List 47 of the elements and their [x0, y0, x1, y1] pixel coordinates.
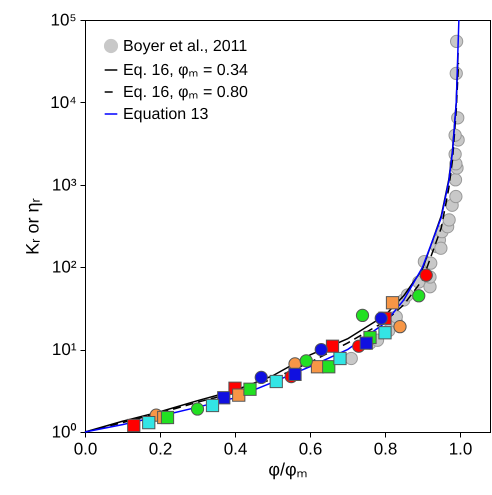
point — [333, 352, 347, 366]
y-tick-label: 10¹ — [52, 340, 77, 360]
point — [243, 382, 257, 396]
point — [300, 354, 313, 368]
point — [322, 360, 336, 374]
point — [448, 173, 462, 186]
legend-label: Eq. 16, φₘ = 0.34 — [123, 62, 248, 79]
point — [386, 296, 400, 310]
point — [217, 391, 230, 404]
x-tick-label: 0.4 — [224, 440, 248, 458]
legend-label: Boyer et al., 2011 — [123, 38, 248, 55]
point — [412, 289, 426, 302]
point — [442, 213, 456, 227]
point — [232, 388, 246, 402]
point — [190, 402, 204, 416]
point — [326, 340, 340, 353]
y-axis-title: Kᵣ or ηᵣ — [22, 198, 42, 255]
point — [270, 374, 283, 388]
point — [420, 268, 433, 282]
point — [288, 368, 302, 382]
y-tick-label: 10² — [52, 258, 77, 277]
point — [344, 352, 358, 366]
y-tick-label: 10³ — [52, 175, 77, 194]
legend-label: Eq. 16, φₘ = 0.80 — [123, 84, 248, 101]
x-tick-label: 0.2 — [148, 440, 172, 458]
x-tick-label: 0.0 — [74, 440, 98, 458]
point — [393, 320, 407, 334]
point — [314, 342, 328, 356]
x-tick-label: 0.6 — [298, 440, 322, 458]
point — [127, 418, 140, 432]
x-tick-label: 0.8 — [374, 440, 398, 458]
point — [449, 190, 462, 204]
point — [434, 242, 448, 255]
x-axis-title: φ/φₘ — [268, 460, 308, 480]
y-tick-label: 10⁵ — [50, 10, 76, 30]
point — [206, 398, 220, 412]
point — [360, 336, 373, 350]
point — [378, 326, 392, 340]
y-tick-label: 10⁰ — [52, 422, 76, 442]
point — [374, 312, 388, 325]
point — [254, 370, 268, 384]
x-tick-label: 1.0 — [448, 440, 472, 458]
y-tick-label: 10⁴ — [50, 92, 76, 112]
point — [356, 308, 370, 322]
legend-label: Equation 13 — [123, 106, 209, 123]
point — [160, 410, 174, 424]
point — [142, 416, 156, 430]
